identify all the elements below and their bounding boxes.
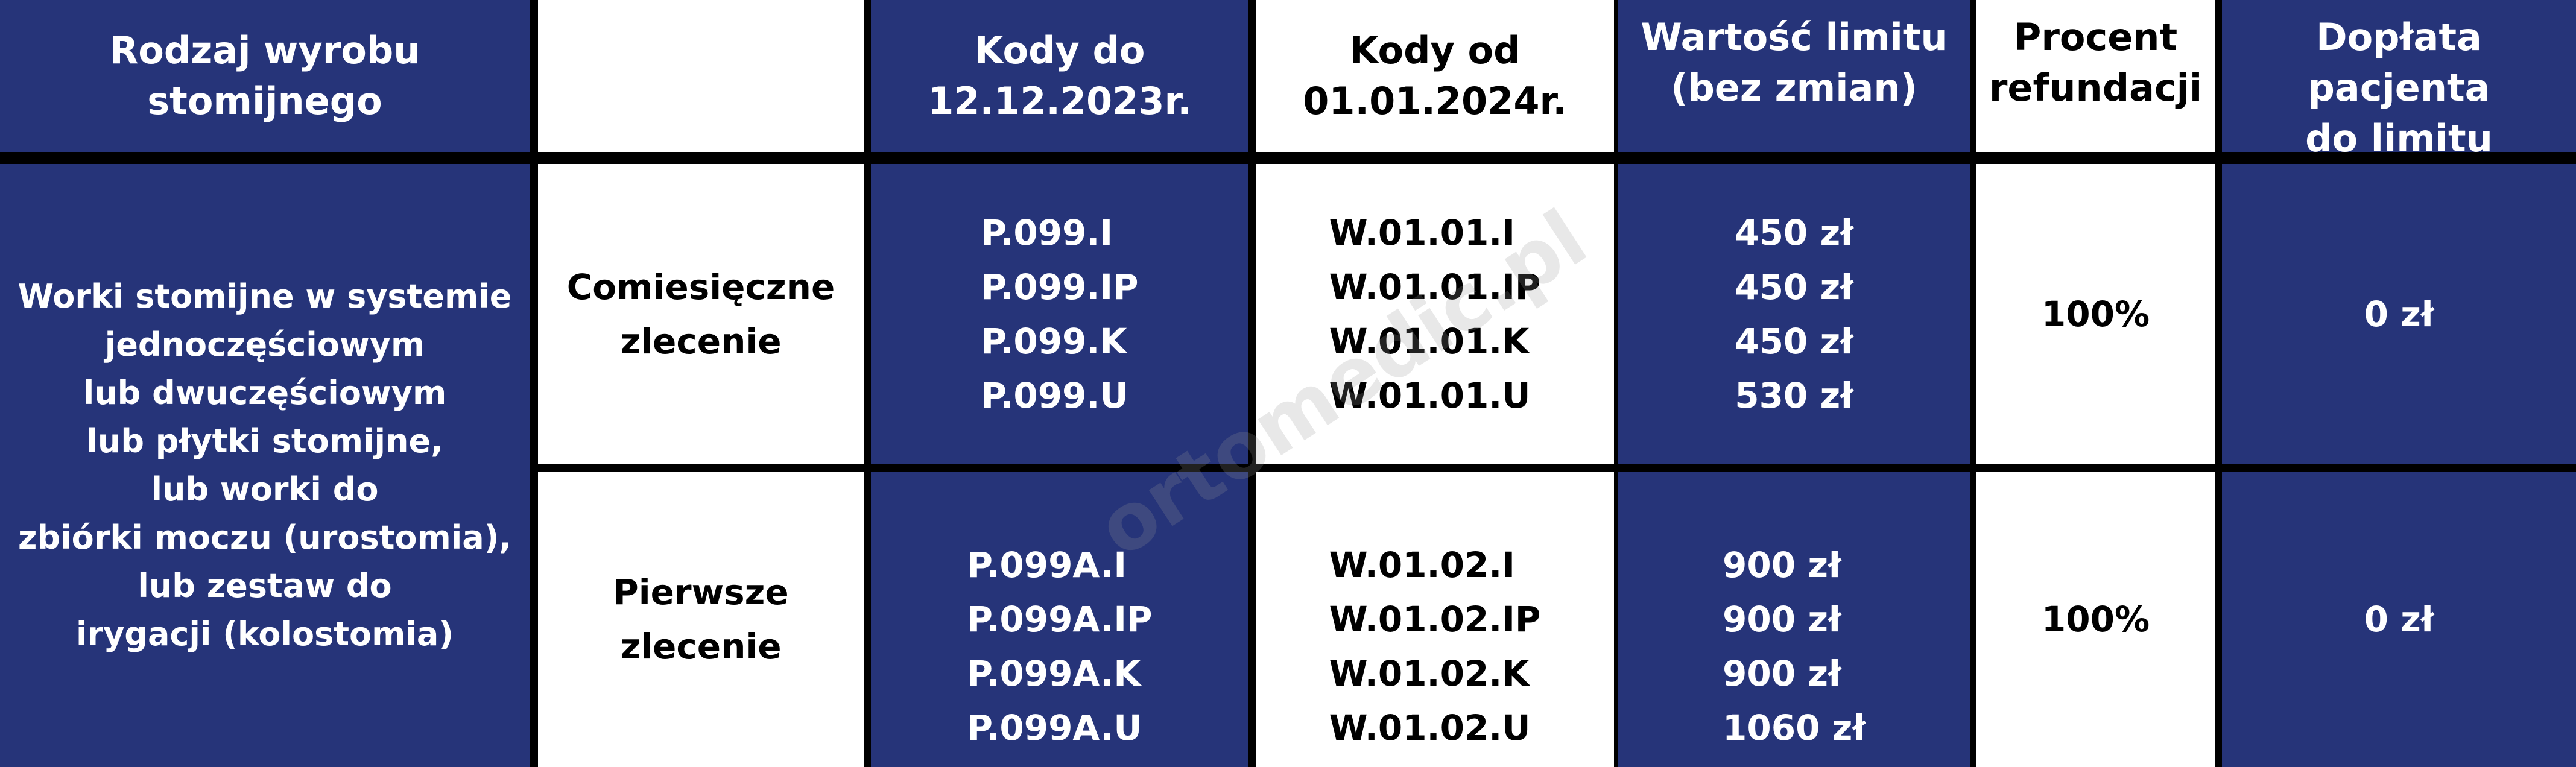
code: P.099.IP [981, 267, 1139, 308]
header-refund: Procent refundacji [1976, 0, 2215, 152]
row-first-copay: 0 zł [2222, 472, 2576, 767]
code: W.01.02.I [1329, 544, 1515, 586]
header-new-codes: Kody od 01.01.2024r. [1256, 0, 1614, 152]
header-text: do limitu [2305, 116, 2493, 160]
limit: 450 zł [1735, 321, 1853, 362]
header-copay: Dopłata pacjenta do limitu [2222, 0, 2576, 160]
row-first-order: Pierwsze zlecenie [538, 472, 864, 767]
product-line: Worki stomijne w systemie [17, 277, 512, 315]
limit: 1060 zł [1723, 707, 1866, 748]
limit: 530 zł [1735, 375, 1853, 416]
header-text: stomijnego [147, 79, 382, 123]
header-text: Rodzaj wyrobu [109, 28, 420, 72]
header-empty [538, 0, 864, 152]
header-text: 01.01.2024r. [1303, 79, 1567, 123]
refund-value: 100% [2041, 599, 2150, 640]
limit: 900 zł [1723, 653, 1841, 694]
product-line: lub płytki stomijne, [86, 422, 443, 460]
code: W.01.02.K [1329, 653, 1530, 694]
header-text: Kody od [1349, 28, 1521, 72]
copay-value: 0 zł [2364, 294, 2434, 335]
product-line: lub worki do [151, 470, 379, 508]
order-text: Comiesięczne [566, 267, 835, 308]
product-line: lub dwuczęściowym [83, 374, 447, 412]
row-monthly-old-codes: P.099.I P.099.IP P.099.K P.099.U [871, 164, 1248, 464]
code: P.099.K [981, 321, 1127, 362]
product-description: Worki stomijne w systemie jednoczęściowy… [0, 164, 530, 767]
limit: 450 zł [1735, 267, 1853, 308]
header-product-type: Rodzaj wyrobu stomijnego [0, 0, 530, 152]
product-line: jednoczęściowym [104, 326, 425, 364]
header-limit: Wartość limitu (bez zmian) [1618, 0, 1970, 152]
row-monthly-copay: 0 zł [2222, 164, 2576, 464]
order-text: Pierwsze [613, 572, 789, 613]
code: P.099A.K [967, 653, 1141, 694]
product-line: lub zestaw do [138, 567, 392, 605]
row-monthly-limits: 450 zł 450 zł 450 zł 530 zł [1618, 164, 1970, 464]
order-text: zlecenie [620, 626, 782, 667]
refund-value: 100% [2041, 294, 2150, 335]
code: W.01.01.U [1329, 375, 1531, 416]
row-monthly-new-codes: W.01.01.I W.01.01.IP W.01.01.K W.01.01.U [1256, 164, 1614, 464]
code: P.099.I [981, 212, 1113, 253]
header-text: Procent [2013, 15, 2178, 59]
code: W.01.02.IP [1329, 599, 1541, 640]
header-text: Wartość limitu [1641, 15, 1948, 59]
limit: 900 zł [1723, 544, 1841, 586]
code: P.099.U [981, 375, 1128, 416]
row-first-new-codes: W.01.02.I W.01.02.IP W.01.02.K W.01.02.U [1256, 472, 1614, 767]
row-first-limits: 900 zł 900 zł 900 zł 1060 zł [1618, 472, 1970, 767]
code: W.01.01.IP [1329, 267, 1541, 308]
order-text: zlecenie [620, 321, 782, 362]
header-old-codes: Kody do 12.12.2023r. [871, 0, 1248, 152]
copay-value: 0 zł [2364, 599, 2434, 640]
row-monthly-order: Comiesięczne zlecenie [538, 164, 864, 464]
header-text: (bez zmian) [1671, 66, 1917, 110]
row-monthly-refund: 100% [1976, 164, 2215, 464]
limit: 450 zł [1735, 212, 1853, 253]
code: W.01.02.U [1329, 707, 1531, 748]
code: P.099A.I [967, 544, 1127, 586]
code: P.099A.IP [967, 599, 1153, 640]
header-text: refundacji [1989, 66, 2203, 110]
code: W.01.01.I [1329, 212, 1515, 253]
code: P.099A.U [967, 707, 1142, 748]
header-text: 12.12.2023r. [928, 79, 1192, 123]
header-text: Kody do [974, 28, 1145, 72]
row-first-refund: 100% [1976, 472, 2215, 767]
row-first-old-codes: P.099A.I P.099A.IP P.099A.K P.099A.U [871, 472, 1248, 767]
product-line: irygacji (kolostomia) [75, 615, 454, 653]
header-text: Dopłata pacjenta [2308, 15, 2490, 110]
product-line: zbiórki moczu (urostomia), [18, 519, 511, 557]
limit: 900 zł [1723, 599, 1841, 640]
code: W.01.01.K [1329, 321, 1530, 362]
